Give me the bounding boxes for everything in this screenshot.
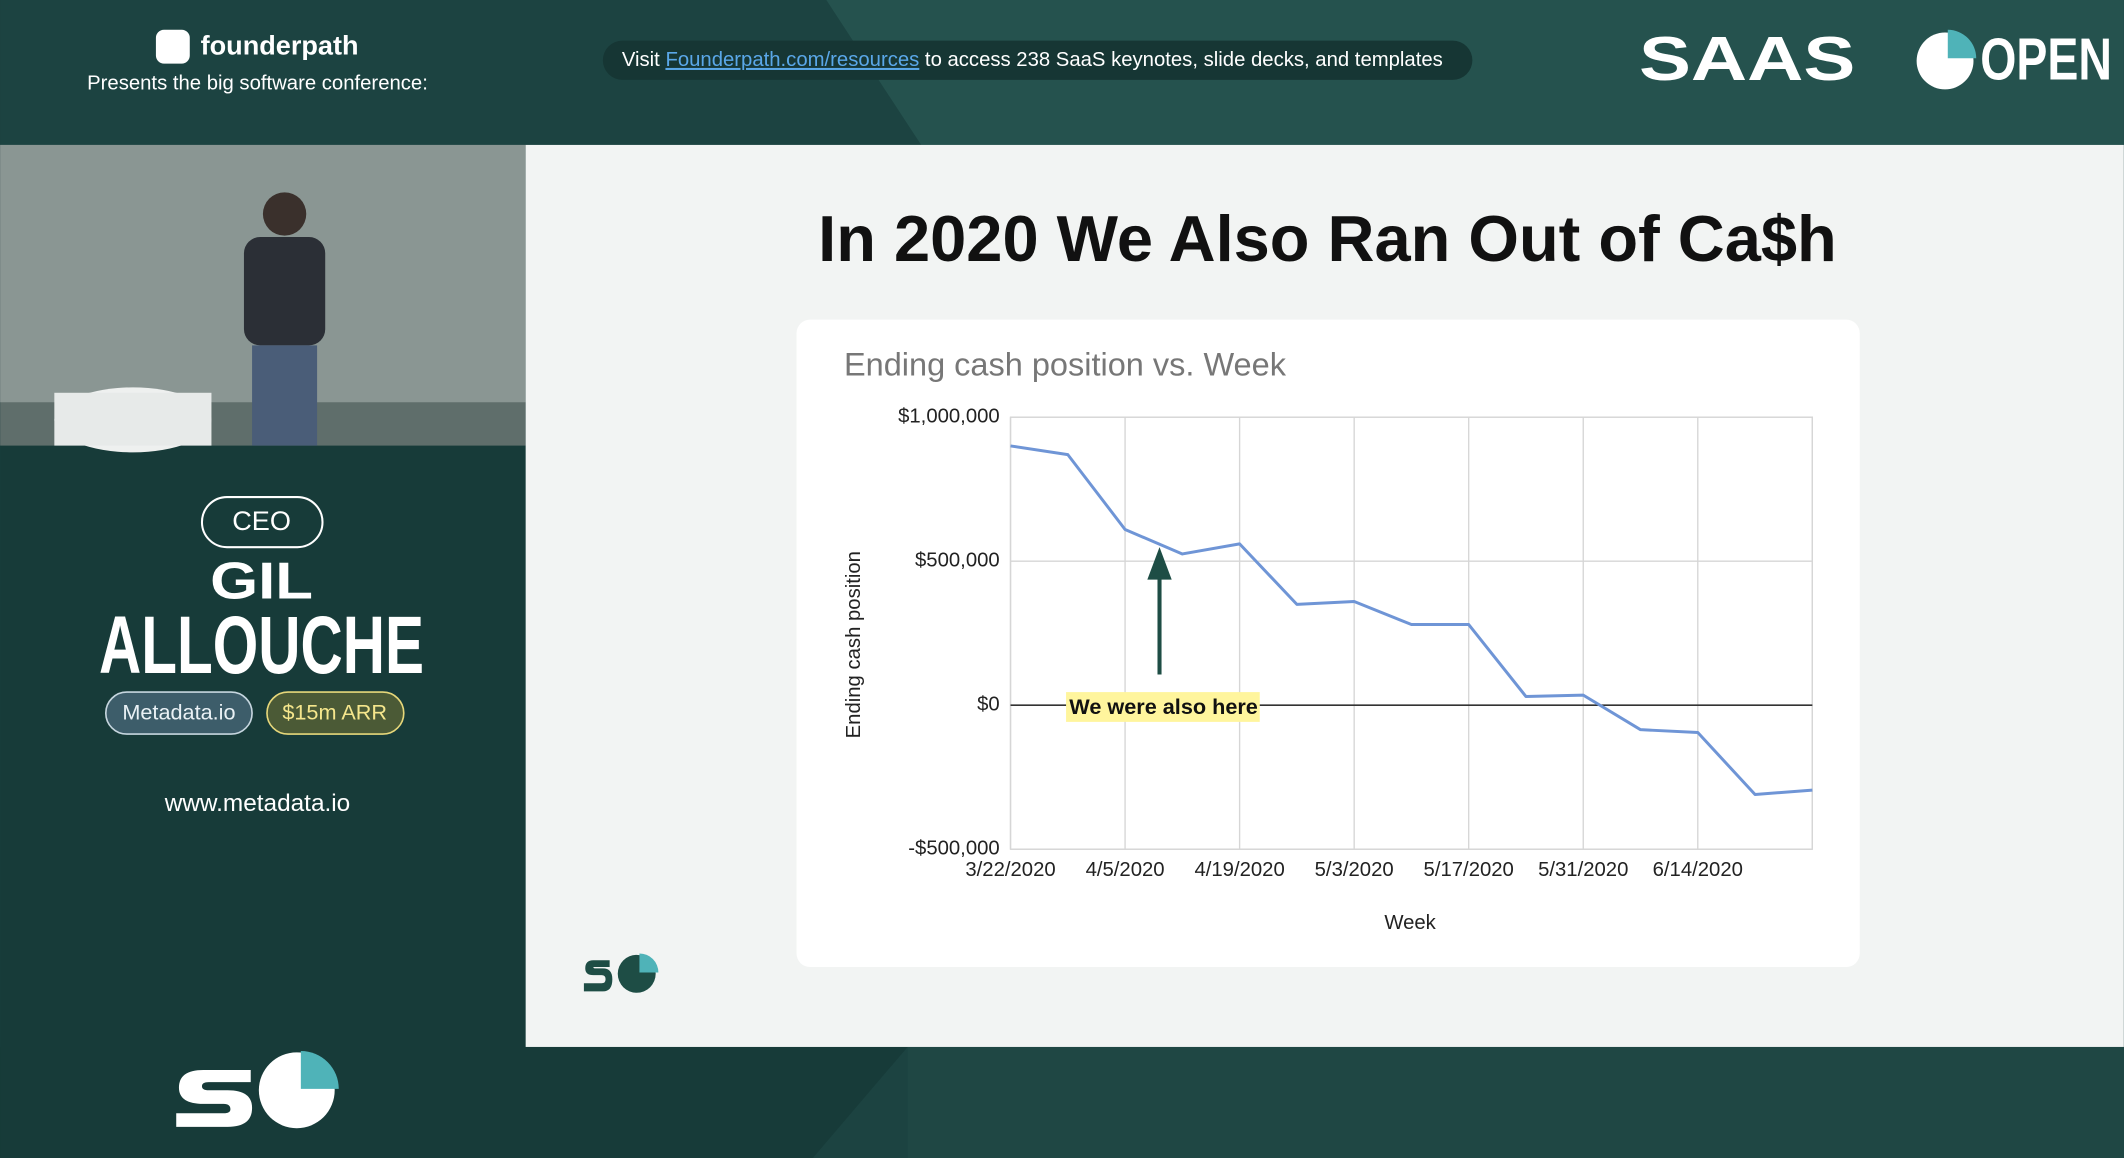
video-person-head [262, 192, 307, 236]
brand-icon [155, 29, 190, 64]
notice-prefix: Visit [622, 49, 660, 71]
annotation: We were also here [1069, 694, 1258, 719]
first-name: GIL [210, 553, 313, 610]
background-shape [907, 1046, 2124, 1158]
background-shape [826, 0, 2124, 145]
chart-card [796, 319, 1860, 968]
x-tick-label: 3/22/2020 [965, 859, 1055, 881]
slide-title: In 2020 We Also Ran Out of Ca$h [818, 202, 1837, 275]
role-pill [200, 496, 324, 549]
arr-pill [266, 691, 405, 735]
y-tick-label: $500,000 [915, 550, 1000, 572]
slide-logo-slice [639, 953, 659, 973]
website: www.metadata.io [164, 790, 351, 817]
y-tick-label: $1,000,000 [898, 406, 1000, 428]
left-panel [0, 445, 526, 1158]
background-shape [0, 1046, 908, 1158]
chart: -$500,000 $0 $500,000 $1,000,000 3/22/2020 4/… [898, 406, 1814, 881]
notice-suffix: to access 238 SaaS keynotes, slide decks… [925, 49, 1443, 71]
footer-logo-slice [300, 1051, 339, 1089]
annotation-highlight [1066, 692, 1260, 722]
y-tick-label: $0 [977, 694, 1000, 716]
notice: Visit Founderpath.com/resources to acces… [622, 49, 1443, 71]
role: CEO [232, 505, 291, 536]
x-tick-label: 4/19/2020 [1194, 859, 1284, 881]
slide-logo-s [583, 960, 613, 992]
x-tick-label: 6/14/2020 [1653, 859, 1743, 881]
y-axis-label: Ending cash position [843, 551, 865, 738]
x-tick-label: 5/31/2020 [1538, 859, 1628, 881]
logo-left: SAAS [1639, 24, 1855, 94]
annotation-arrowhead [1147, 547, 1172, 580]
x-tick-label: 4/5/2020 [1086, 859, 1165, 881]
logo-pie-slice [1947, 29, 1977, 59]
company: Metadata.io [122, 699, 235, 724]
video-table [54, 392, 212, 446]
last-name: ALLOUCHE [99, 601, 424, 692]
footer-logo [176, 1069, 253, 1127]
x-tick-label: 5/3/2020 [1315, 859, 1394, 881]
brand: founderpath [201, 30, 359, 61]
tagline: Presents the big software conference: [87, 72, 428, 94]
notice-link[interactable]: Founderpath.com/resources [665, 49, 919, 71]
video-person-legs [252, 345, 318, 446]
arr: $15m ARR [282, 699, 387, 724]
line-series [1010, 444, 1813, 796]
company-pill [104, 691, 253, 735]
x-axis-label: Week [1384, 912, 1436, 934]
logo-right: OPEN [1980, 27, 2112, 93]
video-person-body [243, 237, 326, 346]
x-tick-label: 5/17/2020 [1424, 859, 1514, 881]
y-tick-label: -$500,000 [908, 838, 999, 860]
chart-title: Ending cash position vs. Week [844, 347, 1287, 383]
notice-pill [602, 40, 1473, 80]
